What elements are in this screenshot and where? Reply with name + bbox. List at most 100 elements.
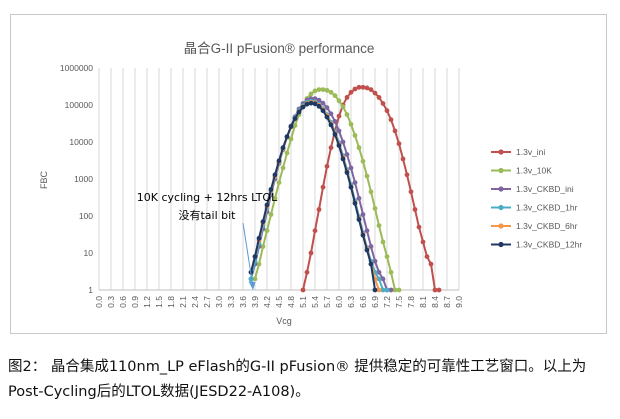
data-point bbox=[320, 108, 326, 114]
data-point bbox=[384, 254, 390, 259]
data-point bbox=[276, 180, 282, 186]
data-point bbox=[308, 100, 314, 106]
data-point bbox=[272, 195, 278, 201]
data-point bbox=[288, 124, 294, 129]
data-point bbox=[332, 132, 338, 137]
x-tick-label: 8.7 bbox=[442, 296, 452, 308]
x-tick-label: 8.4 bbox=[430, 296, 440, 308]
data-point bbox=[292, 116, 298, 121]
x-tick-label: 2.7 bbox=[202, 296, 212, 308]
data-point bbox=[348, 165, 354, 171]
x-tick-label: 3.3 bbox=[226, 296, 236, 308]
data-point bbox=[300, 287, 306, 293]
legend-swatch-marker bbox=[498, 223, 504, 229]
figure-caption: 图2： 晶合集成110nm_LP eFlash的G-II pFusion® 提供… bbox=[8, 355, 614, 405]
data-point bbox=[412, 207, 418, 212]
legend-label: 1.3v_CKBD_1hr bbox=[516, 203, 578, 213]
chart-title: 晶合G-II pFusion® performance bbox=[184, 41, 375, 56]
data-point bbox=[388, 117, 394, 123]
data-point bbox=[300, 104, 306, 110]
legend: 1.3v_ini 1.3v_10K 1.3v_CKBD_ini 1.3v_CKBD_1… bbox=[491, 147, 582, 250]
legend-label: 1.3v_10K bbox=[516, 166, 552, 176]
data-point bbox=[344, 112, 350, 117]
x-tick-label: 2.4 bbox=[190, 296, 200, 308]
data-point bbox=[256, 261, 262, 267]
data-point bbox=[328, 111, 334, 117]
data-point bbox=[344, 170, 350, 175]
data-point bbox=[328, 145, 334, 151]
x-axis-label: Vcg bbox=[276, 316, 292, 326]
data-point bbox=[332, 119, 338, 124]
data-point bbox=[320, 184, 326, 190]
data-point bbox=[316, 207, 322, 212]
y-tick-label: 1000 bbox=[74, 174, 93, 184]
data-point bbox=[356, 84, 362, 90]
plot-area: 0.0 0.3 0.6 0.9 1.2 1.5 1.8 2.1 2.4 2.7 3.0 3.3 3.6 3… bbox=[60, 63, 464, 308]
series-1.3v_CKBD_12hr bbox=[248, 100, 378, 293]
annotation-arrow bbox=[242, 222, 254, 288]
data-point bbox=[388, 269, 394, 275]
data-point bbox=[316, 103, 322, 109]
x-tick-label: 0.3 bbox=[106, 296, 116, 308]
data-point bbox=[352, 86, 358, 92]
x-tick-label: 7.5 bbox=[394, 296, 404, 308]
data-point bbox=[376, 223, 382, 229]
x-tick-label: 9.0 bbox=[454, 296, 464, 308]
data-point bbox=[380, 239, 386, 245]
data-point bbox=[372, 287, 378, 293]
x-tick-label: 6.3 bbox=[346, 296, 356, 308]
x-tick-label: 7.8 bbox=[406, 296, 416, 308]
data-point bbox=[280, 145, 286, 151]
data-point bbox=[260, 244, 266, 249]
legend-label: 1.3v_CKBD_ini bbox=[516, 184, 574, 194]
data-point bbox=[332, 93, 338, 98]
data-point bbox=[344, 152, 350, 157]
data-point bbox=[260, 219, 266, 225]
data-point bbox=[312, 88, 318, 94]
x-tick-label: 5.7 bbox=[322, 296, 332, 308]
x-tick-label: 1.5 bbox=[154, 296, 164, 308]
data-point bbox=[348, 121, 354, 127]
legend-swatch-marker bbox=[498, 186, 504, 192]
data-point bbox=[356, 217, 362, 223]
data-point bbox=[388, 287, 394, 293]
data-point bbox=[304, 269, 310, 275]
data-point bbox=[420, 239, 426, 245]
x-tick-label: 8.1 bbox=[418, 296, 428, 308]
x-tick-label: 4.2 bbox=[262, 296, 272, 308]
data-point bbox=[340, 156, 346, 162]
x-tick-label: 3.0 bbox=[214, 296, 224, 308]
data-point bbox=[364, 173, 370, 179]
x-tick-label: 4.5 bbox=[274, 296, 284, 308]
y-tick-label: 100000 bbox=[65, 100, 94, 110]
data-point bbox=[356, 145, 362, 151]
data-point bbox=[408, 189, 414, 195]
legend-item: 1.3v_CKBD_6hr bbox=[491, 221, 578, 231]
x-tick-label: 7.2 bbox=[382, 296, 392, 308]
data-point bbox=[340, 104, 346, 110]
chart-frame: 0.0 0.3 0.6 0.9 1.2 1.5 1.8 2.1 2.4 2.7 3.0 3.3 3.6 3… bbox=[10, 14, 607, 334]
data-point bbox=[252, 254, 258, 259]
annotation-line-2: 没有tail bit bbox=[178, 208, 236, 222]
data-point bbox=[264, 202, 270, 208]
data-point bbox=[372, 90, 378, 96]
data-point bbox=[396, 287, 402, 293]
data-point bbox=[340, 139, 346, 145]
data-point bbox=[256, 235, 262, 241]
data-point bbox=[316, 87, 322, 92]
data-point bbox=[352, 133, 358, 138]
data-point bbox=[316, 97, 322, 103]
x-tick-label: 6.0 bbox=[334, 296, 344, 308]
legend-swatch-marker bbox=[498, 204, 504, 211]
data-point bbox=[268, 212, 274, 217]
annotation-arrowhead bbox=[248, 281, 256, 291]
data-point bbox=[320, 100, 326, 106]
data-point bbox=[320, 87, 326, 92]
data-point bbox=[376, 269, 382, 275]
x-tick-label: 6.6 bbox=[358, 296, 368, 308]
legend-item: 1.3v_10K bbox=[491, 166, 552, 176]
data-point bbox=[336, 143, 342, 149]
y-tick-label: 1 bbox=[88, 285, 93, 295]
y-tick-label: 1000000 bbox=[60, 63, 93, 73]
data-point bbox=[372, 258, 378, 264]
